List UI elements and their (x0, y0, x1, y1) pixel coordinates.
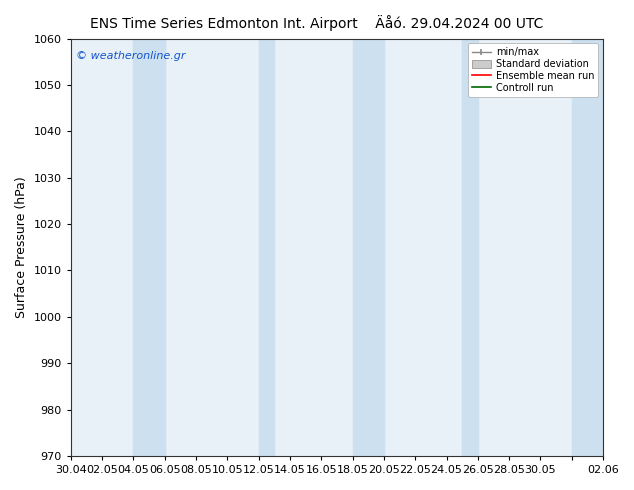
Bar (353, 39, 368, 456)
Y-axis label: Surface Pressure (hPa): Surface Pressure (hPa) (15, 176, 28, 318)
Bar (462, 39, 478, 456)
Legend: min/max, Standard deviation, Ensemble mean run, Controll run: min/max, Standard deviation, Ensemble me… (468, 44, 598, 97)
Bar (572, 39, 603, 456)
Bar (368, 39, 384, 456)
Bar (259, 39, 275, 456)
Text: © weatheronline.gr: © weatheronline.gr (76, 51, 186, 61)
Text: ENS Time Series Edmonton Int. Airport    Äåό. 29.04.2024 00 UTC: ENS Time Series Edmonton Int. Airport Äå… (90, 15, 544, 31)
Bar (133, 39, 165, 456)
